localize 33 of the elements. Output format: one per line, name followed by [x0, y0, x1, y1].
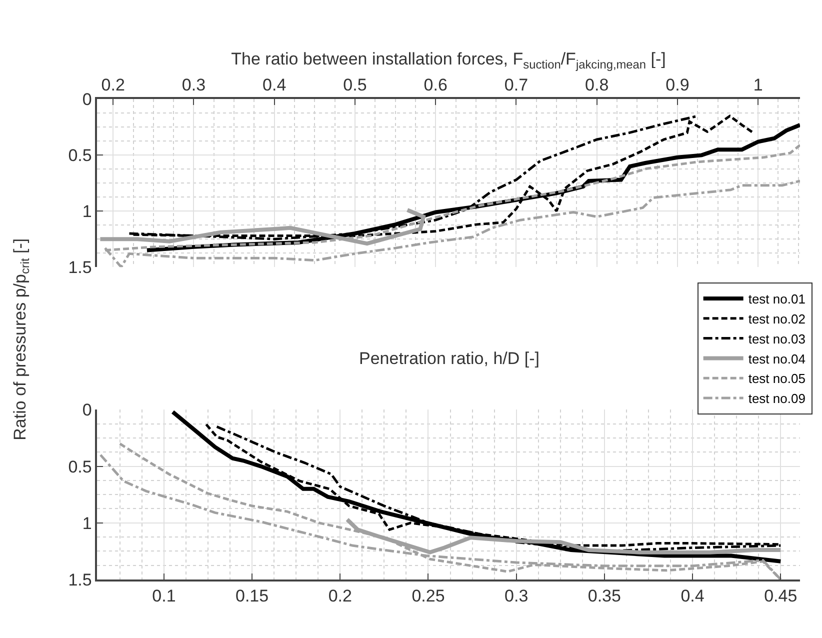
- x-tick-label: 0.9: [666, 76, 690, 95]
- x-tick-label: 0.3: [182, 76, 206, 95]
- y-tick-label: 0: [82, 90, 92, 110]
- y-tick-label: 0.5: [68, 457, 92, 476]
- x-tick-label: 1: [753, 76, 763, 95]
- x-tick-label: 0.45: [764, 586, 798, 606]
- y-tick-label: 1: [82, 202, 92, 222]
- x-tick-label: 0.2: [328, 586, 352, 606]
- x-tick-label: 0.5: [343, 76, 367, 95]
- x-tick-label: 0.8: [585, 76, 609, 95]
- y-tick-label: 1: [82, 514, 92, 533]
- legend-label: test no.04: [748, 351, 806, 366]
- chart-title: Penetration ratio, h/D [-]: [359, 349, 540, 368]
- x-tick-label: 0.15: [236, 586, 269, 606]
- y-tick-label: 0: [82, 400, 92, 420]
- x-tick-label: 0.4: [680, 586, 704, 606]
- legend-label: test no.09: [748, 391, 806, 406]
- x-tick-label: 0.25: [412, 586, 445, 606]
- y-tick-label: 0.5: [68, 146, 92, 166]
- legend-label: test no.02: [748, 311, 806, 326]
- y-tick-label: 1.5: [68, 258, 92, 278]
- x-tick-label: 0.1: [152, 586, 176, 606]
- y-tick-label: 1.5: [68, 570, 92, 590]
- x-axis-title: The ratio between installation forces, F$_{suction}$/F$_{jakcing,mean}$ [-]: [231, 50, 666, 72]
- x-tick-label: 0.7: [504, 76, 528, 95]
- x-tick-label: 0.6: [424, 76, 448, 95]
- x-tick-label: 0.4: [262, 76, 286, 95]
- x-tick-label: 0.2: [101, 76, 125, 95]
- legend-label: test no.03: [748, 331, 806, 346]
- x-tick-label: 0.35: [588, 586, 621, 606]
- legend-label: test no.05: [748, 371, 806, 386]
- x-tick-label: 0.3: [504, 586, 528, 606]
- legend-label: test no.01: [748, 292, 806, 307]
